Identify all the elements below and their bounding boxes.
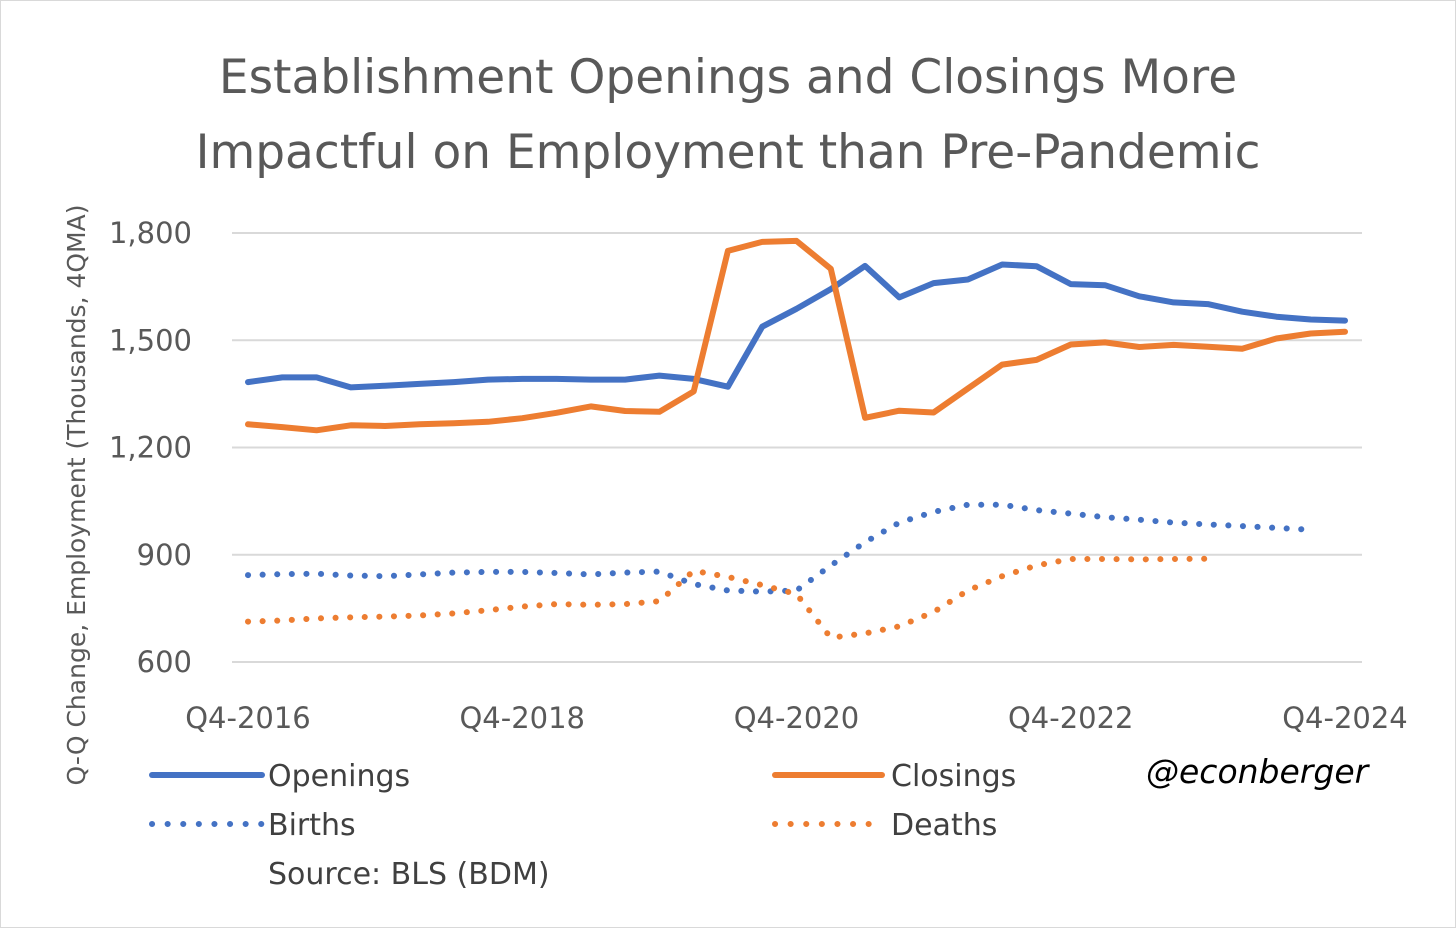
legend-label-openings: Openings <box>268 759 410 794</box>
chart-title-line-2: Impactful on Employment than Pre-Pandemi… <box>196 125 1261 180</box>
series-line-deaths <box>245 555 1211 641</box>
author-handle: @econberger <box>1146 752 1371 791</box>
series-line-births <box>245 501 1314 595</box>
y-tick-label: 1,800 <box>109 216 192 250</box>
y-tick-label: 900 <box>137 538 192 572</box>
y-tick-label: 1,200 <box>109 431 192 465</box>
x-tick-label: Q4-2016 <box>185 701 311 735</box>
x-tick-label: Q4-2020 <box>734 701 860 735</box>
y-tick-labels: 1,800 1,500 1,200 900 600 <box>109 216 192 679</box>
series-line-openings <box>245 261 1348 391</box>
gridlines <box>232 232 1362 663</box>
x-tick-label: Q4-2022 <box>1008 701 1134 735</box>
y-tick-label: 600 <box>137 645 192 679</box>
series-lines <box>245 237 1348 641</box>
x-tick-label: Q4-2024 <box>1282 701 1408 735</box>
chart-title-line-1: Establishment Openings and Closings More <box>219 50 1237 105</box>
x-tick-label: Q4-2018 <box>459 701 585 735</box>
x-tick-labels: Q4-2016 Q4-2018 Q4-2020 Q4-2022 Q4-2024 <box>185 701 1408 735</box>
legend-label-closings: Closings <box>891 759 1016 794</box>
legend: Openings Closings Births Deaths <box>149 759 1016 843</box>
y-axis-label: Q-Q Change, Employment (Thousands, 4QMA) <box>62 205 91 786</box>
legend-label-births: Births <box>268 808 356 843</box>
source-note: Source: BLS (BDM) <box>268 857 550 892</box>
legend-label-deaths: Deaths <box>891 808 997 843</box>
y-tick-label: 1,500 <box>109 323 192 357</box>
series-line-closings <box>245 237 1348 434</box>
